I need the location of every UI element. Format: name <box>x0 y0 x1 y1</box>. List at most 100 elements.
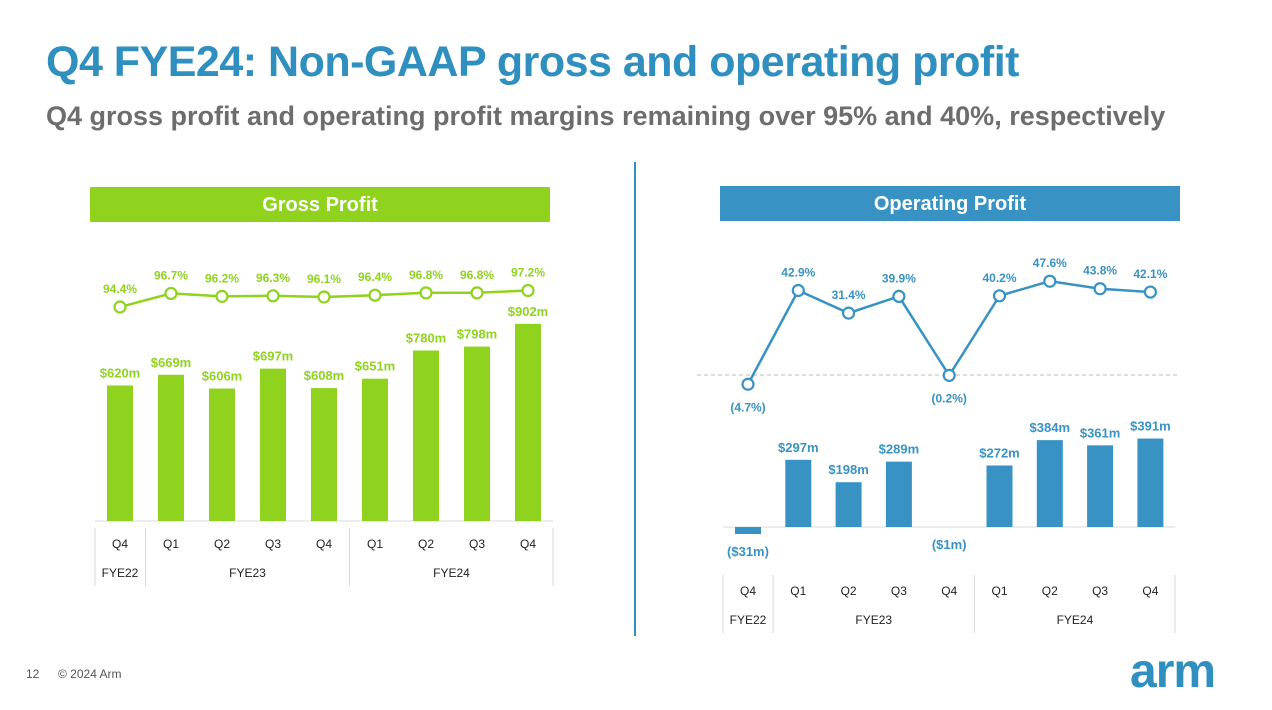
bar <box>735 527 761 535</box>
bar <box>311 388 337 521</box>
bar-value-label: $297m <box>778 440 818 455</box>
margin-point <box>266 289 280 303</box>
margin-label: (0.2%) <box>932 391 967 405</box>
bar <box>1036 440 1063 527</box>
margin-point <box>419 286 433 300</box>
bar-value-label: $651m <box>355 359 395 374</box>
chart-title-banner <box>90 187 550 222</box>
bar <box>260 368 286 521</box>
copyright-text: © 2024 Arm <box>58 667 122 681</box>
margin-label: 31.4% <box>832 288 866 302</box>
margin-label: 97.2% <box>511 265 545 279</box>
bar <box>362 378 388 521</box>
margin-point <box>741 377 755 391</box>
category-label: Q1 <box>367 537 383 551</box>
category-label: Q4 <box>740 584 756 598</box>
bar-value-label: $606m <box>202 369 242 384</box>
group-label: FYE23 <box>229 566 266 580</box>
bar-value-label: $798m <box>457 327 497 342</box>
category-label: Q3 <box>1092 584 1108 598</box>
bar-value-label: $361m <box>1080 425 1120 440</box>
group-label: FYE22 <box>730 613 767 627</box>
bar-value-label: $289m <box>879 442 919 457</box>
category-label: Q2 <box>214 537 230 551</box>
category-label: Q3 <box>891 584 907 598</box>
margin-label: 40.2% <box>982 271 1016 285</box>
bar <box>158 374 184 521</box>
arm-logo: arm <box>1130 645 1216 698</box>
bar <box>835 482 862 527</box>
margin-label: 96.2% <box>205 271 239 285</box>
margin-label: (4.7%) <box>730 400 765 414</box>
bar-value-label: $902m <box>508 304 548 319</box>
group-label: FYE22 <box>102 566 139 580</box>
margin-label: 42.9% <box>781 265 815 279</box>
bar-value-label: $669m <box>151 355 191 370</box>
category-label: Q3 <box>469 537 485 551</box>
margin-point <box>368 288 382 302</box>
margin-point <box>841 306 856 320</box>
bar-value-label: ($1m) <box>932 537 967 552</box>
margin-label: 96.1% <box>307 272 341 286</box>
category-label: Q4 <box>520 537 536 551</box>
bar <box>515 323 541 521</box>
bar <box>885 461 912 527</box>
margin-point <box>164 286 178 301</box>
bar <box>785 459 812 527</box>
bar <box>986 465 1013 527</box>
margin-point <box>1093 282 1107 296</box>
chart-title-banner <box>720 186 1180 221</box>
bar <box>464 346 490 521</box>
category-label: Q1 <box>991 584 1007 598</box>
margin-label: 94.4% <box>103 282 137 296</box>
category-label: Q2 <box>1042 584 1058 598</box>
category-label: Q4 <box>941 584 957 598</box>
chart-title: Operating Profit <box>874 193 1027 215</box>
bar <box>1137 438 1164 527</box>
category-label: Q1 <box>163 537 179 551</box>
category-label: Q4 <box>112 537 128 551</box>
margin-point <box>791 283 805 298</box>
bar-value-label: $697m <box>253 349 293 364</box>
bar <box>107 385 133 521</box>
section-divider <box>634 162 636 636</box>
category-label: Q2 <box>841 584 857 598</box>
bar-value-label: $608m <box>304 368 344 383</box>
bar-value-label: $272m <box>979 445 1019 460</box>
group-label: FYE24 <box>433 566 470 580</box>
gross-profit-chart: Gross Profit 94.4% 96.7% 96.2% 96.3% 96.1% 96.… <box>90 187 554 586</box>
chart-title: Gross Profit <box>262 194 378 216</box>
margin-point <box>942 368 956 382</box>
bar-value-label: ($31m) <box>727 544 769 559</box>
category-label: Q2 <box>418 537 434 551</box>
margin-point <box>1143 285 1158 299</box>
margin-label: 96.7% <box>154 268 188 282</box>
margin-point <box>521 283 535 298</box>
category-label: Q4 <box>1142 584 1158 598</box>
margin-point <box>992 289 1007 303</box>
margin-point <box>317 290 331 304</box>
margin-point <box>113 300 127 314</box>
margin-label: 47.6% <box>1033 256 1067 270</box>
bar-value-label: $620m <box>100 365 140 380</box>
margin-point <box>1043 274 1057 288</box>
category-label: Q1 <box>790 584 806 598</box>
margin-point <box>470 286 484 300</box>
margin-label: 39.9% <box>882 271 916 285</box>
margin-point <box>215 289 229 303</box>
margin-label: 96.8% <box>460 268 494 282</box>
margin-label: 42.1% <box>1133 267 1167 281</box>
bar-value-label: $384m <box>1030 420 1070 435</box>
page-title: Q4 FYE24: Non-GAAP gross and operating p… <box>46 38 1019 86</box>
bar <box>413 350 439 521</box>
margin-label: 96.3% <box>256 271 290 285</box>
page-number: 12 <box>26 667 40 681</box>
category-label: Q3 <box>265 537 281 551</box>
margin-label: 43.8% <box>1083 264 1117 278</box>
category-label: Q4 <box>316 537 332 551</box>
bar <box>1087 445 1114 527</box>
bar-value-label: $780m <box>406 330 446 345</box>
margin-label: 96.8% <box>409 268 443 282</box>
group-label: FYE24 <box>1057 613 1094 627</box>
page-subtitle: Q4 gross profit and operating profit mar… <box>46 101 1166 131</box>
